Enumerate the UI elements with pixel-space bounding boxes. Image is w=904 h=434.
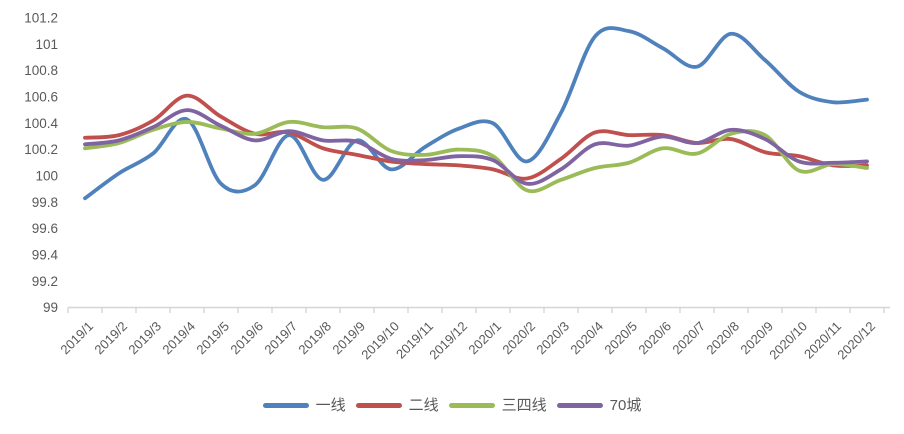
x-axis-tick-label: 2019/5 xyxy=(193,319,232,358)
x-axis-tick-label: 2020/4 xyxy=(567,319,606,358)
y-axis-tick-label: 99.6 xyxy=(32,221,58,236)
y-axis-tick-label: 100.6 xyxy=(24,90,58,105)
y-axis-tick-label: 101.2 xyxy=(24,11,58,26)
legend-swatch-icon xyxy=(262,403,309,408)
x-axis-tick-label: 2019/12 xyxy=(426,319,470,363)
x-axis-tick-label: 2019/4 xyxy=(159,319,198,358)
x-axis-tick-label: 2020/3 xyxy=(533,319,572,358)
legend-swatch-icon xyxy=(448,403,495,408)
x-axis-tick-label: 2019/10 xyxy=(358,319,402,363)
x-axis-tick-label: 2019/2 xyxy=(91,319,130,358)
legend-label: 一线 xyxy=(315,397,346,414)
y-axis-tick-label: 100 xyxy=(35,169,58,184)
legend-label: 三四线 xyxy=(501,397,547,414)
legend-item: 三四线 xyxy=(448,397,547,414)
y-axis-tick-label: 100.8 xyxy=(24,63,58,78)
x-axis-tick-label: 2020/6 xyxy=(635,319,674,358)
legend-item: 二线 xyxy=(355,397,439,414)
x-axis-tick-label: 2020/5 xyxy=(601,319,640,358)
x-axis-tick-label: 2019/1 xyxy=(57,319,96,358)
x-axis-tick-label: 2020/12 xyxy=(834,319,878,363)
legend-item: 一线 xyxy=(262,397,346,414)
series-line-三四线 xyxy=(83,119,869,194)
x-axis-tick-label: 2020/7 xyxy=(669,319,708,358)
x-axis-tick-label: 2020/2 xyxy=(499,319,538,358)
legend-swatch-icon xyxy=(556,403,603,408)
y-axis-tick-label: 99.8 xyxy=(32,195,58,210)
series-line-一线 xyxy=(83,26,869,201)
legend: 一线 二线 三四线 70城 xyxy=(0,398,904,413)
y-axis-tick-label: 99.4 xyxy=(32,247,59,262)
x-axis-tick-label: 2020/8 xyxy=(703,319,742,358)
x-axis-tick-label: 2020/1 xyxy=(465,319,504,358)
x-axis-tick-label: 2020/10 xyxy=(766,319,810,363)
series-line-70城 xyxy=(83,108,869,186)
legend-label: 70城 xyxy=(609,397,642,414)
legend-swatch-icon xyxy=(355,403,402,408)
y-axis-tick-label: 99.2 xyxy=(32,274,58,289)
x-axis-tick-label: 2019/6 xyxy=(227,319,266,358)
x-axis-tick-label: 2019/3 xyxy=(125,319,164,358)
y-axis-tick-label: 101 xyxy=(35,37,58,52)
legend-item: 70城 xyxy=(556,397,642,414)
series-line-二线 xyxy=(83,93,869,181)
y-axis-tick-label: 99 xyxy=(43,300,58,315)
x-axis-tick-label: 2019/8 xyxy=(295,319,334,358)
y-axis-tick-label: 100.4 xyxy=(24,116,58,131)
legend-label: 二线 xyxy=(408,397,439,414)
x-axis-tick-label: 2019/7 xyxy=(261,319,300,358)
plot-area: 99 99.2 99.4 99.6 99.8 100 100.2 100.4 100.6 100.… xyxy=(24,11,890,363)
y-axis-tick-label: 100.2 xyxy=(24,142,58,157)
